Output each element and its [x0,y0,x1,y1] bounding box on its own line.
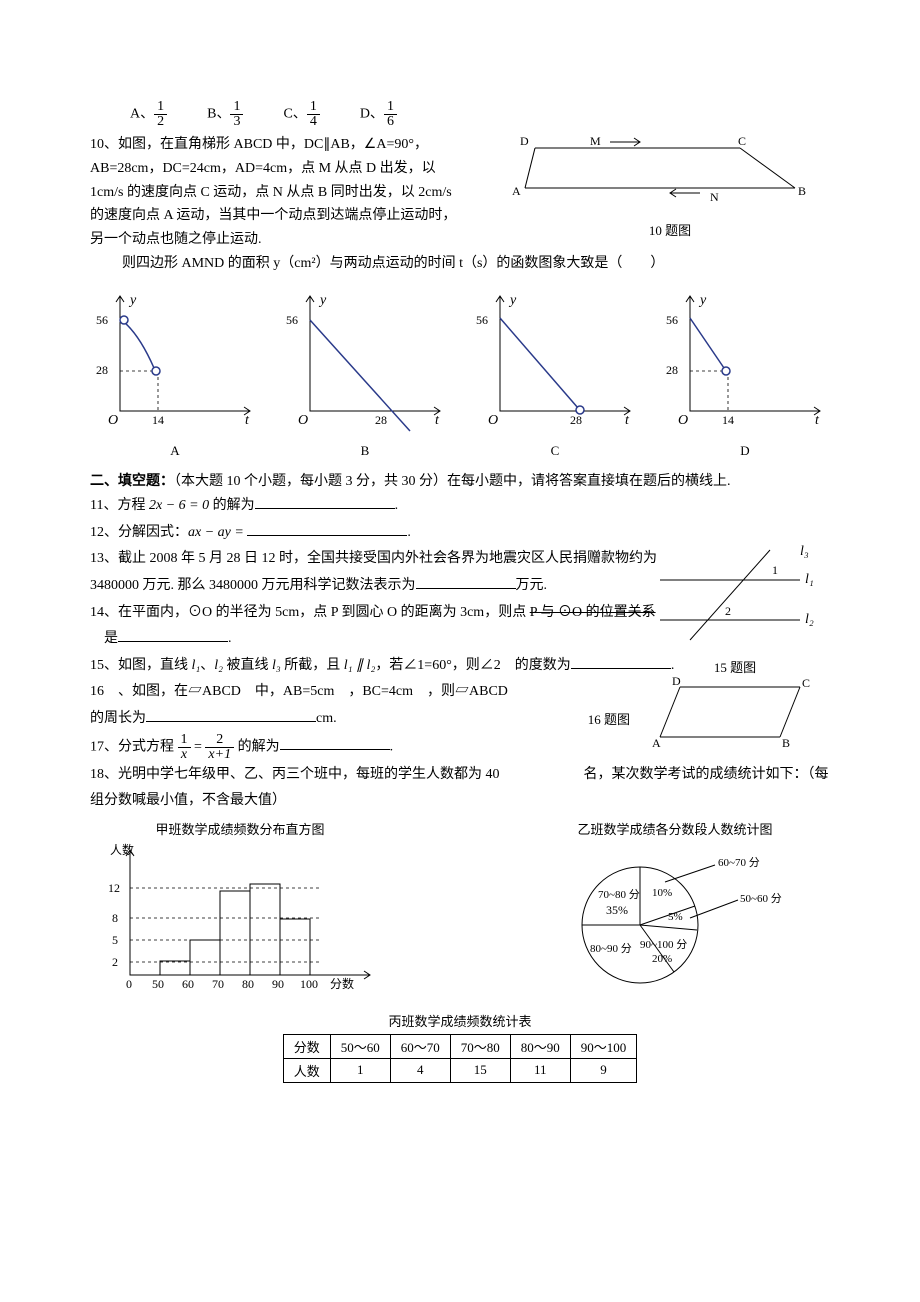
svg-text:D: D [672,675,681,688]
svg-text:B: B [798,184,806,198]
q11: 11、方程 2x − 6 = 0 的解为. [90,493,830,520]
svg-text:20%: 20% [652,953,672,965]
svg-text:y: y [508,293,517,308]
q9-options: A、12 B、13 C、14 D、16 [130,100,830,129]
q12-blank [247,522,407,536]
svg-text:56: 56 [286,313,298,327]
svg-text:10%: 10% [652,887,672,899]
graph-label-a: A [90,443,260,459]
svg-text:y: y [318,293,327,308]
q10-text1: 如图，在直角梯形 ABCD 中，DC∥AB，∠A=90°，AB=28cm，DC=… [90,137,456,247]
svg-text:O: O [298,413,308,428]
q10-graph-b: y t O 56 28 B [280,286,450,459]
q10-graph-d: y t O 56 28 14 D [660,286,830,459]
svg-text:C: C [802,676,810,690]
q14-blank [118,628,228,642]
q14: 14、在平面内，⊙O 的半径为 5cm，点 P 到圆心 O 的距离为 3cm，则… [90,600,660,653]
graph-label-b: B [280,443,450,459]
q10-graph-a: y t O 56 28 14 A [90,286,260,459]
svg-text:2: 2 [725,604,731,618]
svg-text:分数: 分数 [330,976,354,991]
q10: 10、如图，在直角梯形 ABCD 中，DC∥AB，∠A=90°，AB=28cm，… [90,133,830,276]
q18-bing-caption: 丙班数学成绩频数统计表 [90,1011,830,1030]
svg-text:28: 28 [570,413,582,427]
q16-fig-label: 16 题图 [588,709,630,728]
svg-text:M: M [590,134,601,148]
q17-blank [280,736,390,750]
svg-text:l₁: l₁ [805,572,814,587]
svg-text:1: 1 [772,563,778,577]
q16-blank [146,708,316,722]
svg-text:100: 100 [300,977,318,991]
q18-bing-table: 分数 50～60 60～70 70～80 80～90 90～100 人数 1 4… [283,1034,638,1083]
svg-text:t: t [245,413,250,428]
svg-text:O: O [108,413,118,428]
svg-text:60~70 分: 60~70 分 [718,856,760,869]
q10-num: 10、 [90,137,118,152]
q18-histogram: 甲班数学成绩频数分布直方图 人数 2 5 8 12 0 50 60 [90,819,390,1005]
svg-text:50: 50 [152,977,164,991]
q10-graph-c: y t O 56 28 C [470,286,640,459]
q17: 17、分式方程 1x = 2x+1 的解为. [90,733,830,762]
svg-text:35%: 35% [606,903,628,917]
svg-text:l₂: l₂ [805,612,814,627]
q10-figure: D M C A N B 10 题图 [510,133,830,239]
svg-text:y: y [128,293,137,308]
graph-label-d: D [660,443,830,459]
svg-text:t: t [815,413,820,428]
svg-text:56: 56 [96,313,108,327]
q18-pie: 乙班数学成绩各分数段人数统计图 70~80 分 35% 60~70 分 10% … [520,819,830,1005]
svg-text:70~80 分: 70~80 分 [598,888,640,901]
q15-blank [571,655,671,669]
svg-text:56: 56 [476,313,488,327]
q16: 16 、如图，在▱ABCD 中，AB=5cm ，BC=4cm ，则▱ABCD 的… [90,679,510,732]
svg-text:28: 28 [375,413,387,427]
svg-text:C: C [738,134,746,148]
q9-opt-b: B、13 [207,100,243,129]
svg-text:O: O [488,413,498,428]
svg-text:80: 80 [242,977,254,991]
graph-label-c: C [470,443,640,459]
q9-opt-c: C、14 [283,100,319,129]
svg-text:2: 2 [112,955,118,969]
svg-text:N: N [710,190,719,204]
svg-text:0: 0 [126,977,132,991]
svg-text:50~60 分: 50~60 分 [740,892,782,905]
q18-stats: 甲班数学成绩频数分布直方图 人数 2 5 8 12 0 50 60 [90,819,830,1005]
svg-text:14: 14 [152,413,164,427]
q18: 18、光明中学七年级甲、乙、丙三个班中，每班的学生人数都为 40 名，某次数学考… [90,762,830,815]
svg-text:8: 8 [112,911,118,925]
q10-fig-label: 10 题图 [510,220,830,239]
svg-text:28: 28 [96,363,108,377]
q11-blank [255,495,395,509]
svg-text:y: y [698,293,707,308]
svg-text:12: 12 [108,881,120,895]
svg-text:5: 5 [112,933,118,947]
q10-text2: 则四边形 AMND 的面积 y（cm²）与两动点运动的时间 t（s）的函数图象大… [122,256,664,271]
svg-text:60: 60 [182,977,194,991]
q13-blank [416,575,516,589]
svg-text:O: O [678,413,688,428]
svg-text:D: D [520,134,529,148]
svg-text:5%: 5% [668,911,683,923]
svg-text:t: t [625,413,630,428]
svg-text:90~100 分: 90~100 分 [640,938,687,951]
q10-graphs: y t O 56 28 14 A y t O 56 28 B [90,286,830,459]
svg-text:A: A [512,184,521,198]
svg-text:70: 70 [212,977,224,991]
svg-text:28: 28 [666,363,678,377]
section2-title: 二、填空题：（本大题 10 个小题，每小题 3 分，共 30 分）在每小题中，请… [90,471,830,493]
svg-text:56: 56 [666,313,678,327]
q13: 13、截止 2008 年 5 月 28 日 12 时，全国共接受国内外社会各界为… [90,546,660,599]
svg-text:t: t [435,413,440,428]
svg-text:90: 90 [272,977,284,991]
q9-opt-a: A、12 [130,100,167,129]
svg-text:14: 14 [722,413,734,427]
svg-text:80~90 分: 80~90 分 [590,942,632,955]
svg-text:l₃: l₃ [800,544,809,559]
svg-text:人数: 人数 [110,842,134,857]
q9-opt-d: D、16 [360,100,397,129]
